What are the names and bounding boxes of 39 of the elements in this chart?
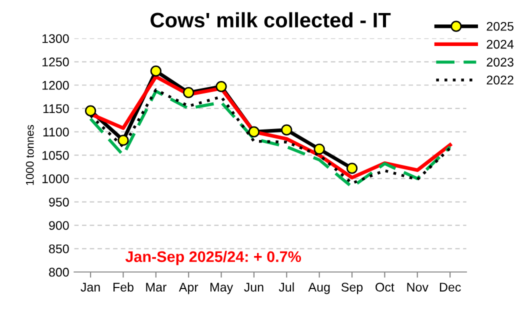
legend-label: 2023 — [486, 58, 514, 67]
point — [118, 134, 129, 146]
y-tick-label: 1100 — [43, 128, 69, 136]
x-tick-label: Jan — [80, 282, 100, 292]
y-tick-label: 1250 — [42, 58, 69, 66]
legend-label: 2022 — [486, 76, 514, 85]
point — [216, 80, 227, 92]
y-tick-label: 1300 — [42, 34, 69, 44]
x-tick-label: Nov — [407, 282, 428, 292]
y-tick-label: 900 — [49, 221, 69, 230]
annotation: Jan-Sep 2025/24: + 0.7% — [125, 250, 302, 266]
point — [183, 87, 194, 98]
y-tick-label: 1050 — [42, 151, 69, 160]
x-tick-label: May — [210, 282, 234, 294]
x-tick-label: Dec — [440, 282, 461, 292]
point — [281, 124, 292, 136]
y-tick-label: 950 — [49, 198, 69, 207]
x-tick-label: Oct — [376, 282, 394, 292]
x-tick-label: Sep — [341, 282, 363, 294]
x-tick-label: Mar — [146, 282, 166, 292]
x-tick-label: Jul — [278, 282, 294, 292]
legend-label: 2025 — [486, 22, 514, 31]
point — [84, 105, 96, 116]
x-tick-label: Jun — [244, 282, 264, 292]
y-tick-label: 800 — [49, 268, 69, 277]
legend-label: 2024 — [486, 40, 514, 49]
y-tick-label: 1200 — [42, 80, 69, 90]
x-tick-label: Apr — [178, 282, 198, 294]
point — [314, 144, 325, 155]
x-tick-label: Aug — [308, 282, 330, 294]
point — [248, 126, 260, 138]
x-tick-label: Feb — [113, 282, 134, 292]
y-tick-label: 1150 — [43, 104, 69, 114]
y-tick-label: 1000 — [42, 174, 69, 184]
point — [346, 162, 358, 174]
y-axis-title: 1000 tonnes — [26, 125, 34, 185]
point — [150, 66, 162, 77]
chart-title: Cows' milk collected - IT — [150, 12, 391, 28]
y-tick-label: 850 — [49, 244, 69, 254]
